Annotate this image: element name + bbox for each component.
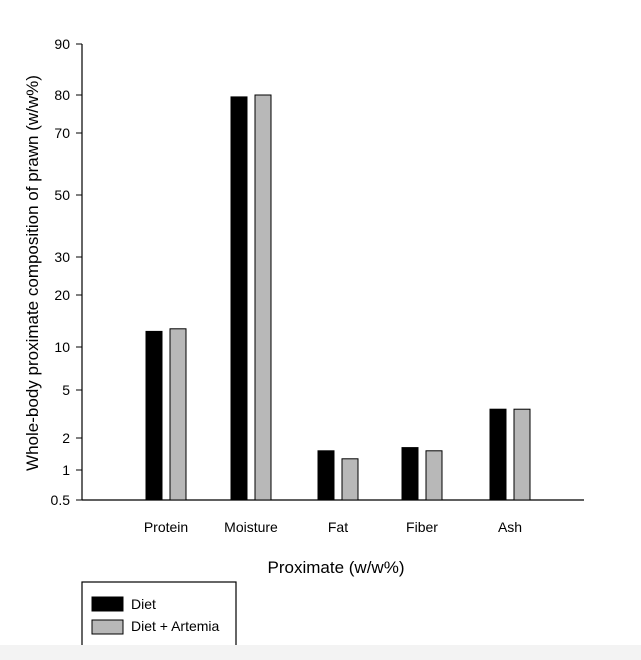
- bars: [145, 94, 531, 501]
- plot-area: 0.5 1 2 5 10 20 30 50 70 80 90 Protein Moisture Fat F…: [51, 36, 584, 535]
- bar-ash-diet-artemia: [513, 408, 531, 501]
- bar-protein-diet-artemia: [169, 328, 187, 501]
- y-tick-label: 10: [54, 339, 70, 355]
- x-tick-label-protein: Protein: [144, 519, 188, 535]
- y-tick-label: 80: [54, 87, 70, 103]
- y-tick-label: 1: [62, 462, 70, 478]
- bar-fat-diet: [317, 450, 335, 501]
- y-axis-title: Whole-body proximate composition of praw…: [23, 75, 42, 471]
- legend-swatch-diet: [91, 596, 124, 612]
- y-tick-label: 30: [54, 249, 70, 265]
- y-tick-label: 50: [54, 187, 70, 203]
- y-axis-ticks: 0.5 1 2 5 10 20 30 50 70 80 90: [51, 36, 82, 508]
- y-tick-label: 5: [62, 382, 70, 398]
- legend-label-diet-artemia: Diet + Artemia: [131, 618, 220, 634]
- x-axis-title: Proximate (w/w%): [268, 558, 405, 577]
- bar-ash-diet: [489, 408, 507, 501]
- bar-fiber-diet: [401, 447, 419, 501]
- bar-moisture-diet-artemia: [254, 94, 272, 501]
- x-tick-label-moisture: Moisture: [224, 519, 278, 535]
- bar-moisture-diet: [230, 96, 248, 501]
- x-tick-label-ash: Ash: [498, 519, 522, 535]
- y-tick-label: 20: [54, 287, 70, 303]
- y-tick-label: 90: [54, 36, 70, 52]
- legend-label-diet: Diet: [131, 596, 156, 612]
- legend: Diet Diet + Artemia: [81, 581, 237, 647]
- y-tick-label: 0.5: [51, 492, 71, 508]
- bar-protein-diet: [145, 330, 163, 501]
- legend-swatch-diet-artemia: [91, 619, 124, 635]
- x-tick-label-fat: Fat: [328, 519, 348, 535]
- bar-fat-diet-artemia: [341, 458, 359, 501]
- x-tick-label-fiber: Fiber: [406, 519, 438, 535]
- x-axis-tick-labels: Protein Moisture Fat Fiber Ash: [144, 519, 522, 535]
- bar-fiber-diet-artemia: [425, 450, 443, 501]
- y-tick-label: 2: [62, 430, 70, 446]
- image-bottom-edge: [0, 645, 641, 660]
- y-tick-label: 70: [54, 125, 70, 141]
- legend-box: [81, 581, 237, 647]
